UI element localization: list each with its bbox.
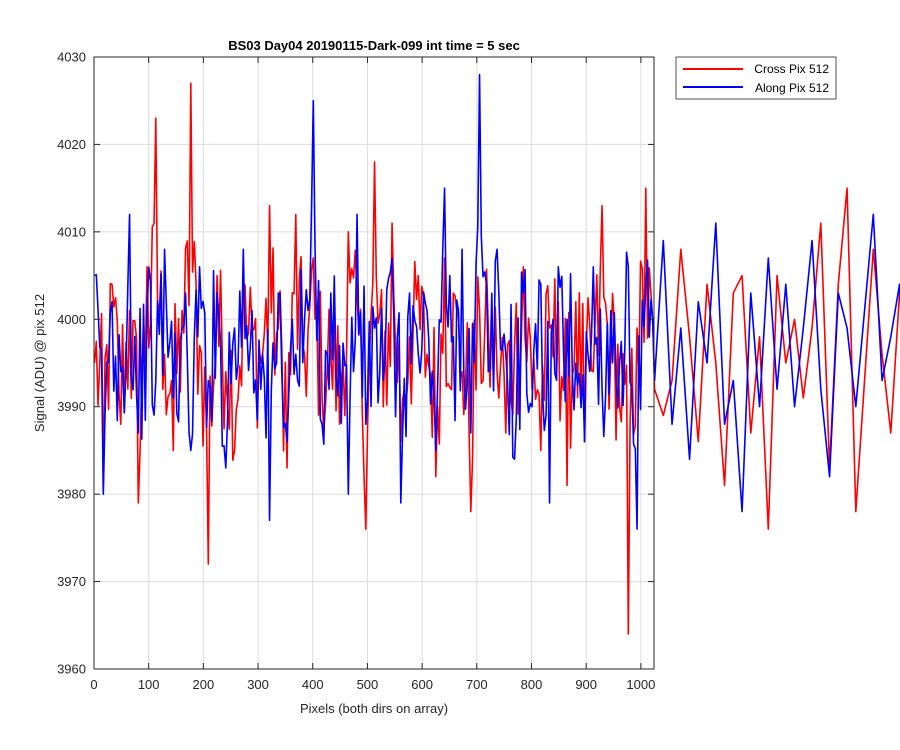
x-tick-label: 100 — [138, 677, 160, 692]
y-tick-label: 3980 — [57, 487, 86, 502]
x-axis-title: Pixels (both dirs on array) — [300, 701, 448, 716]
y-axis-title: Signal (ADU) @ pix 512 — [32, 294, 47, 432]
chart-title: BS03 Day04 20190115-Dark-099 int time = … — [228, 38, 520, 53]
legend-box — [675, 56, 837, 100]
series-lines — [93, 73, 900, 635]
axis-ticks: 0 100 200 300 400 500 600 700 800 900 1000 3960 3970… — [57, 50, 655, 693]
x-tick-label: 500 — [357, 677, 379, 692]
x-tick-label: 200 — [193, 677, 215, 692]
x-tick-label: 0 — [90, 677, 97, 692]
x-tick-label: 300 — [247, 677, 269, 692]
x-tick-label: 800 — [521, 677, 543, 692]
legend-label-cross: Cross Pix 512 — [754, 62, 829, 76]
x-tick-label: 700 — [466, 677, 488, 692]
legend-label-along: Along Pix 512 — [755, 81, 829, 95]
y-tick-label: 3990 — [57, 399, 86, 414]
legend: Cross Pix 512 Along Pix 512 — [675, 56, 837, 100]
y-tick-label: 3960 — [57, 662, 86, 677]
y-tick-label: 4000 — [57, 312, 86, 327]
x-tick-label: 900 — [575, 677, 597, 692]
x-tick-label: 1000 — [626, 677, 655, 692]
x-tick-label: 400 — [302, 677, 324, 692]
y-tick-label: 3970 — [57, 574, 86, 589]
y-tick-label: 4030 — [57, 50, 86, 65]
plot-frame — [93, 56, 655, 670]
y-tick-label: 4020 — [57, 137, 86, 152]
series-line-along-pix-512 — [94, 73, 900, 530]
x-tick-label: 600 — [411, 677, 433, 692]
y-tick-label: 4010 — [57, 224, 86, 239]
